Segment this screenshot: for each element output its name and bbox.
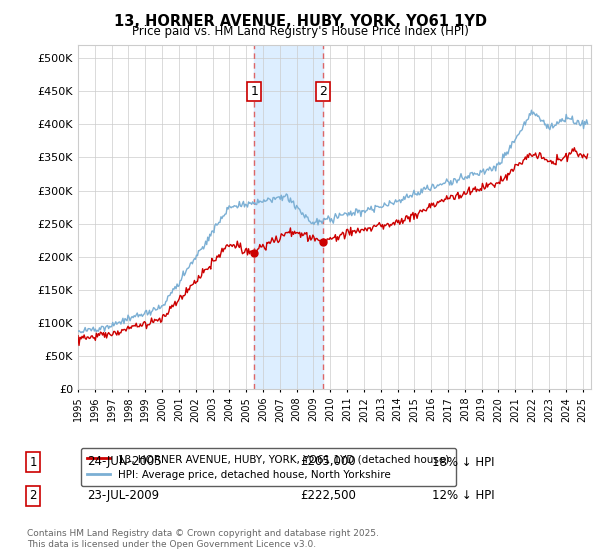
Text: 12% ↓ HPI: 12% ↓ HPI: [432, 489, 494, 502]
Text: 18% ↓ HPI: 18% ↓ HPI: [432, 455, 494, 469]
Text: 2: 2: [319, 85, 327, 97]
Text: 1: 1: [29, 455, 37, 469]
Text: £222,500: £222,500: [300, 489, 356, 502]
Bar: [254, 45, 323, 389]
Text: 24-JUN-2005: 24-JUN-2005: [87, 455, 161, 469]
Legend: 13, HORNER AVENUE, HUBY, YORK, YO61 1YD (detached house), HPI: Average price, de: 13, HORNER AVENUE, HUBY, YORK, YO61 1YD …: [80, 448, 455, 486]
Text: Contains HM Land Registry data © Crown copyright and database right 2025.
This d: Contains HM Land Registry data © Crown c…: [27, 529, 379, 549]
Text: 1: 1: [250, 85, 258, 97]
Text: 13, HORNER AVENUE, HUBY, YORK, YO61 1YD: 13, HORNER AVENUE, HUBY, YORK, YO61 1YD: [113, 14, 487, 29]
Text: £205,000: £205,000: [300, 455, 356, 469]
Text: Price paid vs. HM Land Registry's House Price Index (HPI): Price paid vs. HM Land Registry's House …: [131, 25, 469, 38]
Text: 23-JUL-2009: 23-JUL-2009: [87, 489, 159, 502]
Text: 2: 2: [29, 489, 37, 502]
